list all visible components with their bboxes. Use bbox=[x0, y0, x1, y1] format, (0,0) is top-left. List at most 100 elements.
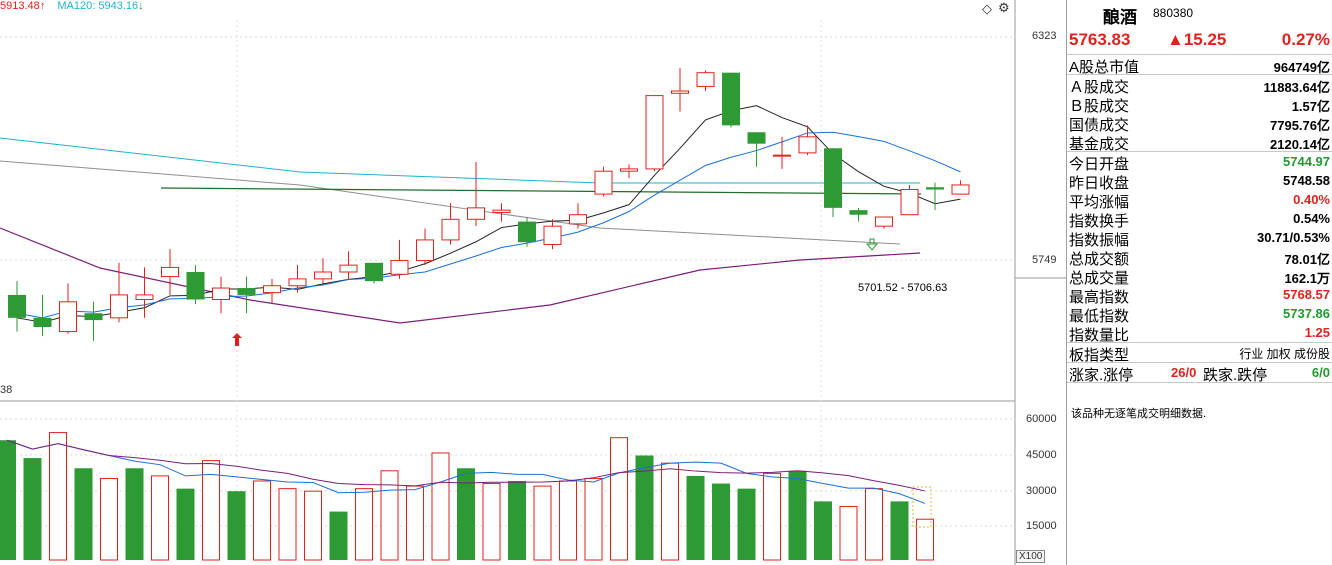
ma120-line bbox=[0, 137, 920, 184]
quote-row: 平均涨幅 0.40% bbox=[1067, 190, 1332, 211]
candle-body bbox=[824, 148, 842, 208]
ma5-line bbox=[16, 105, 961, 323]
volume-bar bbox=[686, 475, 705, 560]
candle-body bbox=[390, 260, 409, 275]
volume-bar bbox=[49, 432, 67, 561]
quote-row: 总成交额 78.01亿 bbox=[1067, 247, 1332, 268]
candle-body bbox=[926, 187, 944, 190]
ma120-arrow: ↓ bbox=[138, 0, 144, 12]
volume-tick-45000: 45000 bbox=[1026, 449, 1057, 461]
quote-row-value: 1.25 bbox=[1304, 325, 1330, 340]
candle-body bbox=[416, 239, 434, 262]
candle-body bbox=[288, 278, 307, 287]
volume-bar bbox=[278, 488, 297, 561]
volume-bar bbox=[202, 460, 220, 561]
volume-bar bbox=[661, 462, 679, 561]
candle-body bbox=[492, 209, 511, 213]
ma60-line bbox=[160, 187, 922, 195]
volume-bar bbox=[559, 480, 577, 561]
quote-row-value: 162.1万 bbox=[1284, 271, 1330, 286]
candle-body bbox=[875, 216, 893, 227]
volume-bar bbox=[508, 481, 526, 560]
quote-row: 总成交量 162.1万 bbox=[1067, 266, 1332, 287]
candle-body bbox=[365, 262, 383, 282]
quote-row-label: 国债成交 bbox=[1069, 117, 1130, 134]
candle-body bbox=[594, 170, 613, 195]
diamond-icon[interactable]: ◇ bbox=[982, 1, 992, 16]
quote-row: 最低指数 5737.86 bbox=[1067, 304, 1332, 325]
volume-unit-button[interactable]: X100 bbox=[1016, 550, 1046, 563]
settings-icon[interactable]: ⚙ bbox=[998, 0, 1010, 15]
quote-row-label: 指数换手 bbox=[1069, 213, 1130, 230]
quote-title-row: 酿酒 880380 bbox=[1067, 0, 1332, 27]
quote-row-value[interactable]: 行业 加权 成份股 bbox=[1239, 347, 1330, 361]
price-axis-mid: 5749 bbox=[1032, 254, 1057, 266]
ma30-line bbox=[0, 227, 921, 324]
volume-bar bbox=[533, 485, 552, 561]
kline-chart[interactable] bbox=[0, 0, 1066, 565]
volume-bar bbox=[916, 518, 934, 561]
volume-bar bbox=[788, 470, 807, 560]
volume-bar bbox=[406, 485, 424, 561]
quote-row: Ｂ股成交 1.57亿 bbox=[1067, 94, 1332, 115]
quote-row-label: 涨家.涨停 bbox=[1069, 367, 1134, 384]
range-annotation: 5701.52 - 5706.63 bbox=[858, 282, 948, 294]
quote-row-value: 78.01亿 bbox=[1284, 252, 1330, 267]
candle-body bbox=[59, 301, 77, 333]
quote-row: 指数换手 0.54% bbox=[1067, 209, 1332, 230]
ma60-arrow: ↑ bbox=[39, 0, 46, 12]
candle-body bbox=[237, 288, 256, 295]
volume-bar bbox=[176, 488, 195, 560]
quote-row-label: 板指类型 bbox=[1069, 347, 1130, 364]
candle-body bbox=[186, 272, 205, 300]
volume-bar bbox=[0, 440, 16, 560]
index-name: 酿酒 bbox=[1103, 8, 1137, 27]
candle-body bbox=[849, 210, 868, 215]
down-limit-count: 6/0 bbox=[1311, 365, 1330, 380]
candle-body bbox=[696, 72, 715, 87]
quote-row-value: 2120.14亿 bbox=[1270, 137, 1330, 152]
quote-row: Ａ股成交 11883.64亿 bbox=[1067, 75, 1332, 96]
candle-body bbox=[263, 285, 281, 294]
quote-row-value: 7795.76亿 bbox=[1270, 118, 1330, 133]
candle-body bbox=[135, 294, 154, 300]
candle-body bbox=[8, 294, 26, 318]
quote-row: A股总市值 964749亿 bbox=[1067, 55, 1332, 76]
volume-bar bbox=[839, 505, 858, 561]
volume-bar bbox=[304, 490, 322, 561]
quote-row-value: 5748.58 bbox=[1283, 173, 1330, 188]
volume-forecast-box bbox=[912, 486, 932, 528]
quote-row-label: 最低指数 bbox=[1069, 308, 1130, 325]
quote-row: 指数量比 1.25 bbox=[1067, 323, 1332, 344]
candle-body bbox=[543, 225, 562, 246]
kline-chart-area[interactable]: 5913.48↑ MA120: 5943.16↓ ◇ ⚙ 6323 5749 3… bbox=[0, 0, 1066, 565]
candle-body bbox=[467, 207, 485, 220]
quote-rows: A股总市值 964749亿 Ａ股成交 11883.64亿 Ｂ股成交 1.57亿国债成交 77… bbox=[1067, 55, 1332, 384]
quote-row: 最高指数 5768.57 bbox=[1067, 285, 1332, 306]
volume-bar bbox=[23, 458, 42, 560]
volume-tick-15000: 15000 bbox=[1026, 520, 1057, 532]
price-change-percent: 0.27% bbox=[1281, 30, 1330, 49]
volume-bar bbox=[227, 491, 246, 560]
candle-body bbox=[900, 189, 919, 216]
quote-row-value: 11883.64亿 bbox=[1263, 80, 1330, 95]
candle-body bbox=[747, 132, 766, 144]
volume-ma5-line bbox=[6, 439, 926, 504]
quote-row-value: 5744.97 bbox=[1283, 154, 1330, 169]
tick-note: 该品种无逐笔成交明细数据. bbox=[1071, 408, 1207, 420]
volume-tick-30000: 30000 bbox=[1026, 485, 1057, 497]
quote-row-label: 指数量比 bbox=[1069, 327, 1130, 344]
candle-body bbox=[671, 90, 689, 94]
quote-row-value: 0.54% bbox=[1293, 211, 1330, 226]
volume-bar bbox=[253, 480, 271, 561]
quote-row: 指数振幅 30.71/0.53% bbox=[1067, 228, 1332, 249]
candle-body bbox=[33, 317, 52, 327]
quote-row-label: A股总市值 bbox=[1069, 59, 1140, 76]
quote-row-label: 平均涨幅 bbox=[1069, 194, 1130, 211]
price-axis-top: 6323 bbox=[1032, 30, 1057, 42]
quote-row-value: 964749亿 bbox=[1273, 60, 1330, 75]
quote-row-label: 指数振幅 bbox=[1069, 232, 1130, 249]
quote-price-row: 5763.83 ▲15.25 0.27% bbox=[1067, 26, 1332, 55]
volume-bar bbox=[814, 501, 832, 560]
quote-row-label: 基金成交 bbox=[1069, 136, 1130, 153]
